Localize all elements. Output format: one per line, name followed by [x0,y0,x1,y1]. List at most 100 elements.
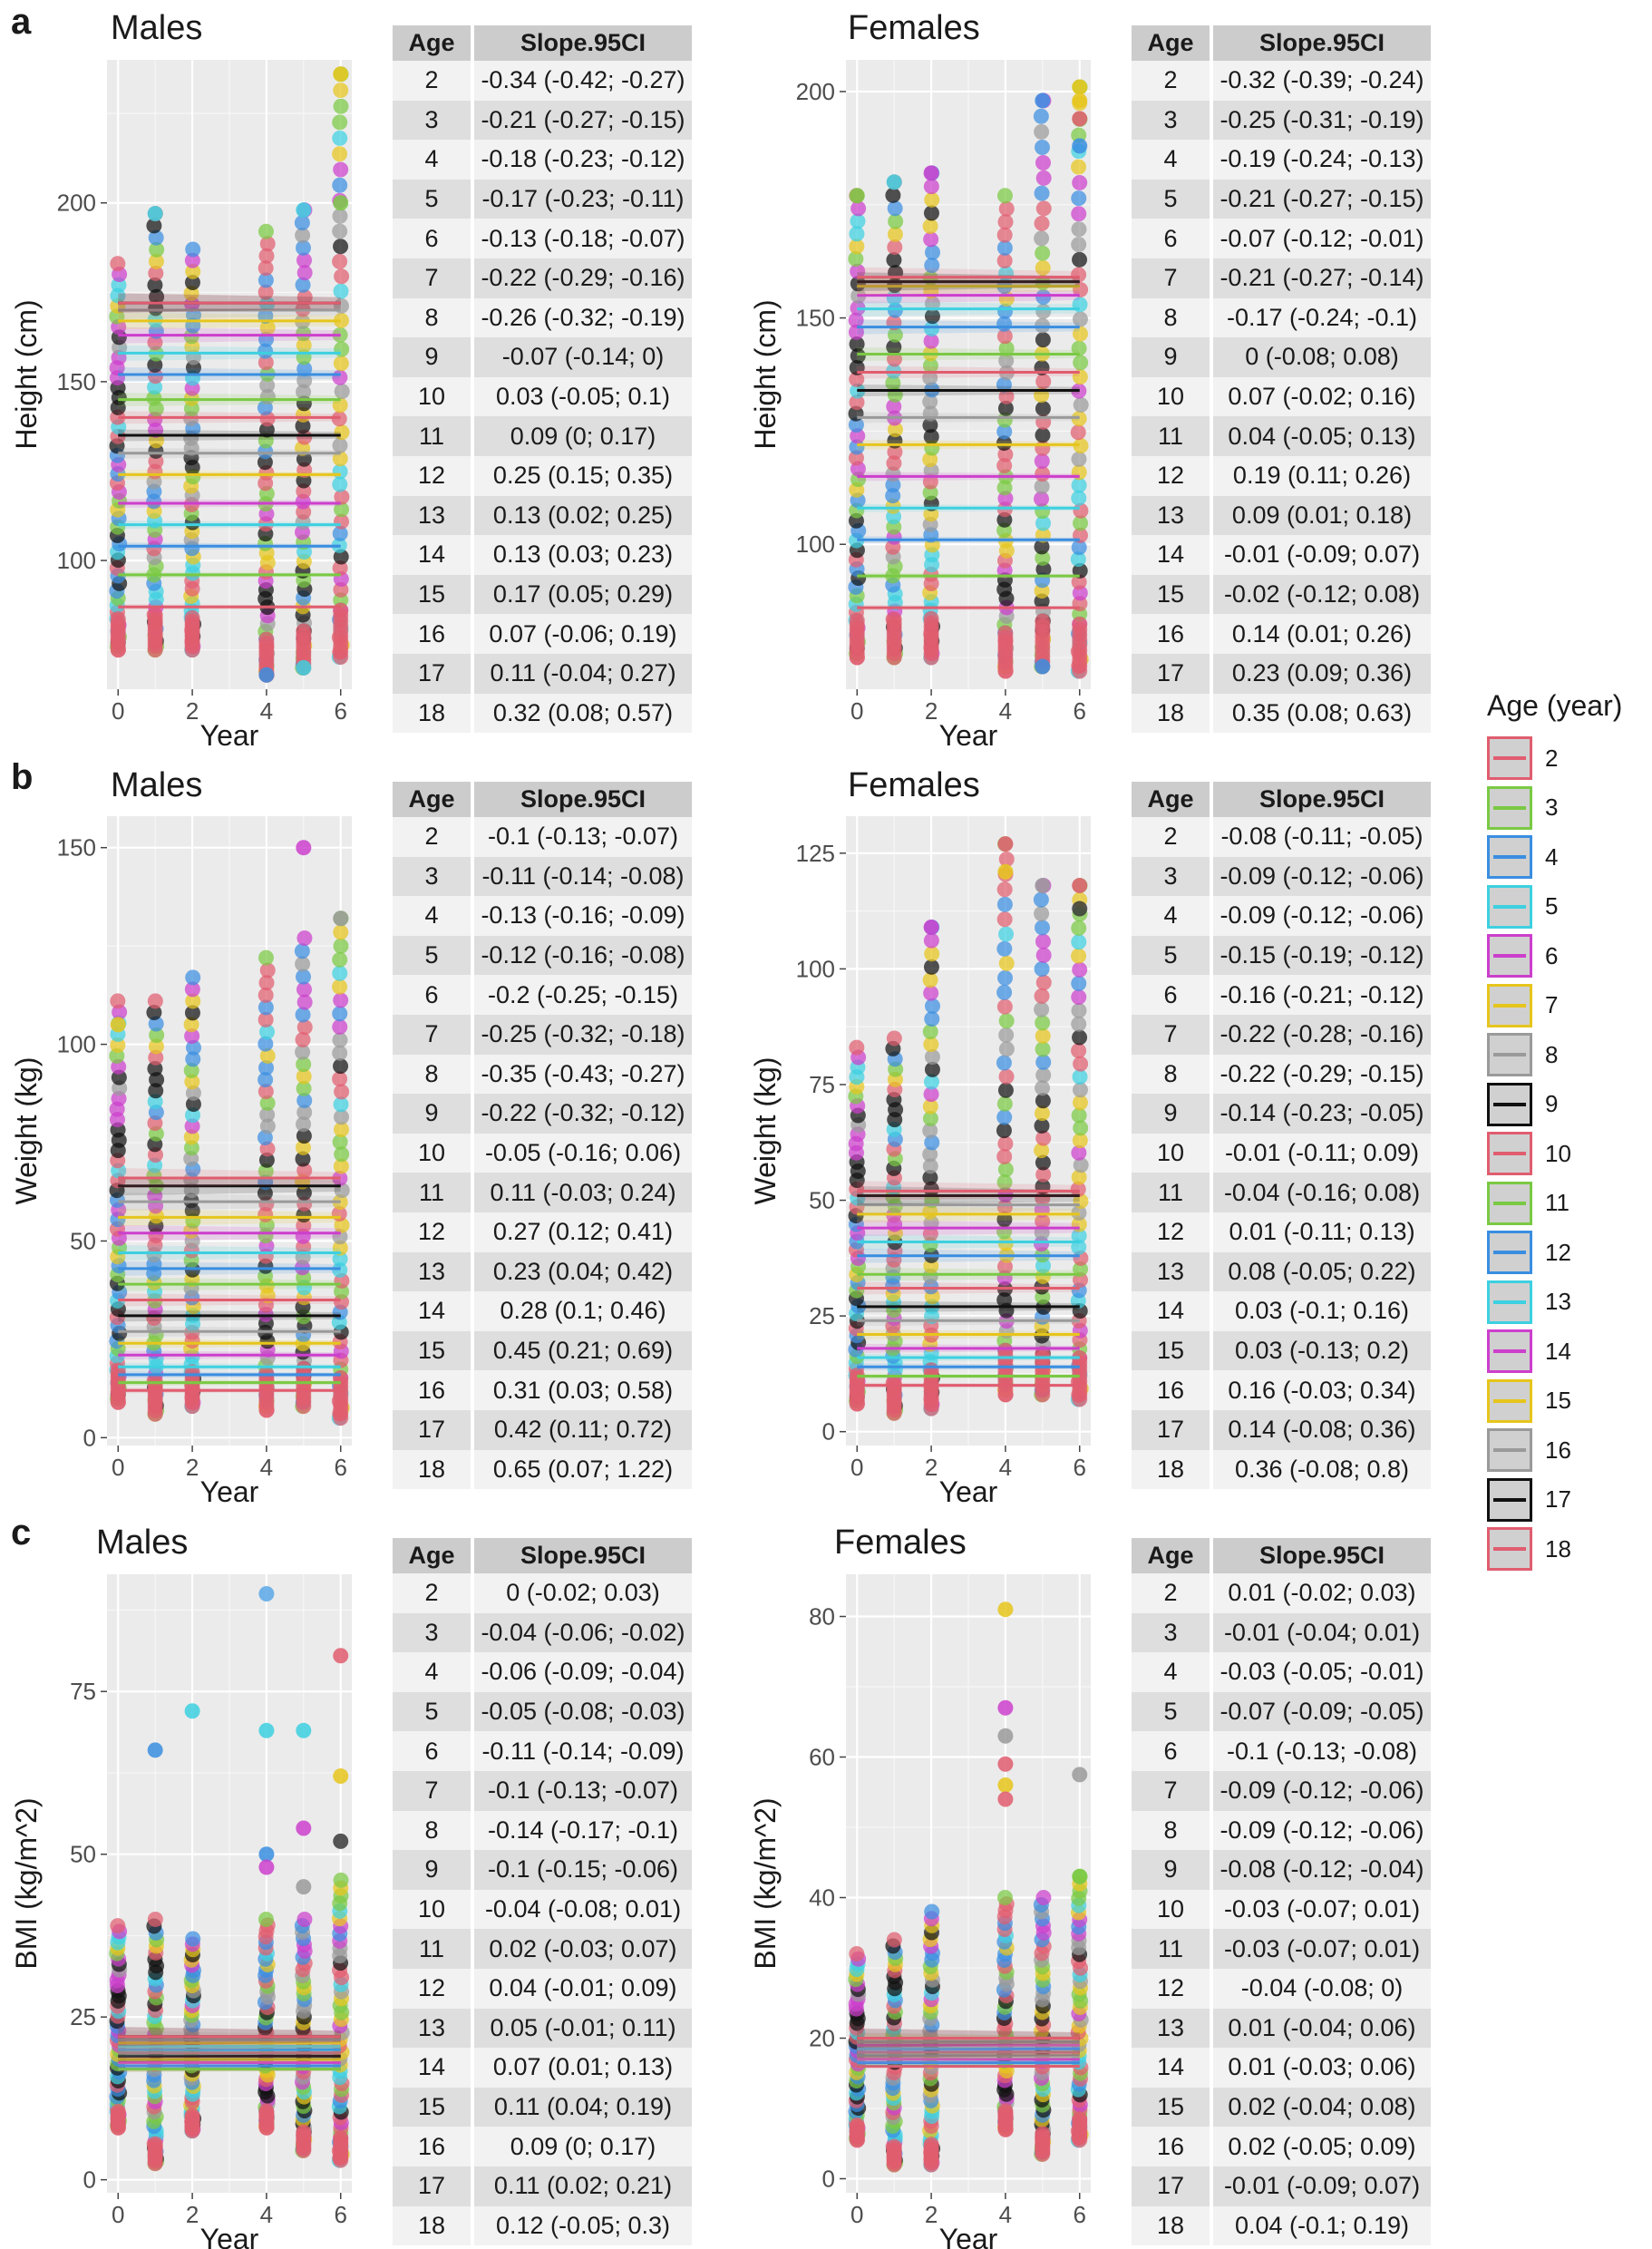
panel-b-males-data-point [332,1251,348,1267]
age-cell: 6 [393,219,474,258]
panel-a-females-x-tick-label: 2 [925,697,938,725]
panel-c-females-y-tick-label: 80 [809,1603,835,1631]
panel-b-females-data-point [1034,906,1050,922]
table-row: 3 -0.11 (-0.14; -0.08) [393,856,692,897]
panel-a-females-data-point [848,312,864,328]
slope-ci-cell: 0.17 (0.05; 0.29) [472,574,692,615]
table-row: 10 -0.05 (-0.16; 0.06) [393,1133,692,1173]
panel-a-females-data-point [997,214,1014,230]
panel-a-males-data-point [295,418,311,434]
panel-b-females-data-point [1071,975,1087,991]
slope-ci-cell: 0.13 (0.03; 0.23) [472,535,692,575]
slope-ci-cell: -0.01 (-0.11; 0.09) [1211,1133,1431,1173]
slope-ci-cell: -0.03 (-0.07; 0.01) [1211,1929,1431,1969]
panel-c-females-x-tick-label: 2 [925,2201,938,2228]
legend-key-swatch [1487,983,1532,1027]
panel-a-males-data-point [333,355,349,372]
table-row: 10 -0.01 (-0.11; 0.09) [1132,1133,1431,1173]
panel-a-females-data-point [1035,259,1051,276]
table-row: 15 0.11 (0.04; 0.19) [393,2087,692,2127]
panel-a-males-data-point [258,260,274,277]
panel-a-females-data-point [849,239,865,255]
panel-a-females-data-point [887,443,903,460]
age-cell: 16 [1132,614,1213,654]
legend-key-line [1493,1201,1526,1205]
panel-b-females-data-point [1072,1133,1088,1149]
panel-b-females-data-point [924,1049,940,1066]
panel-b-females-data-point [849,1039,865,1056]
table-row: 2 -0.32 (-0.39; -0.24) [1132,61,1431,101]
panel-b-females-data-point [1072,1082,1088,1098]
panel-a-females-data-point [1035,288,1052,305]
age-cell: 5 [1132,935,1213,976]
slope-ci-cell: 0.27 (0.12; 0.41) [472,1212,692,1252]
panel-b-males-x-tick-label: 4 [260,1454,273,1481]
legend-item: 6 [1487,931,1622,981]
age-cell: 14 [393,1291,474,1331]
slope-ci-cell: -0.09 (-0.12; -0.06) [1211,856,1431,897]
panel-b-males-data-point [333,1109,349,1125]
legend-label: 12 [1545,1238,1571,1266]
table-row: 8 -0.35 (-0.43; -0.27) [393,1054,692,1095]
slope-ci-cell: 0.05 (-0.01; 0.11) [472,2008,692,2049]
panel-a-females-data-point [922,417,938,433]
panel-a-females-data-point [1035,401,1051,417]
table-row: 7 -0.09 (-0.12; -0.06) [1132,1770,1431,1811]
age-cell: 2 [393,1573,474,1613]
slope-ci-cell: 0.01 (-0.11; 0.13) [1211,1212,1431,1252]
table-row: 18 0.32 (0.08; 0.57) [393,693,692,734]
panel-b-females-data-point [1072,1029,1088,1046]
panel-a-males-data-point [332,146,348,162]
panel-a-males-header-age: Age [393,25,474,61]
slope-ci-cell: 0.65 (0.07; 1.22) [472,1449,692,1490]
panel-b-females-data-point [998,851,1015,867]
panel-a-males-data-point [110,256,126,272]
panel-c-males-data-point [333,1872,349,1888]
legend-label: 2 [1545,744,1559,772]
age-cell: 13 [393,495,474,536]
slope-ci-cell: 0.23 (0.04; 0.42) [472,1251,692,1292]
panel-b-females-data-point [1073,1120,1089,1136]
panel-c-females-header-slope: Slope.95CI [1211,1538,1431,1573]
slope-ci-cell: -0.15 (-0.19; -0.12) [1211,935,1431,976]
panel-a-males-data-point [258,631,275,647]
panel-b-females-data-point [996,1055,1012,1071]
slope-ci-cell: 0.01 (-0.03; 0.06) [1211,2048,1431,2088]
age-cell: 2 [1132,817,1213,857]
panel-a-males-slope-table: Age Slope.95CI 2 -0.34 (-0.42; -0.27) 3 -0.21… [393,25,692,734]
panel-b-females-data-point [1034,1117,1050,1134]
panel-b-females-data-point [996,1259,1013,1275]
panel-a-females-data-point [885,488,901,504]
panel-c-females-data-point [886,1932,902,1948]
panel-a-females-data-point [1071,237,1087,253]
legend-key-swatch [1487,934,1532,978]
table-row: 18 0.04 (-0.1; 0.19) [1132,2205,1431,2246]
panel-c-females-y-tick-label: 60 [809,1744,835,1771]
panel-a-females-data-point [887,239,903,256]
legend-key-line [1493,756,1526,761]
panel-a-males-data-point [147,335,163,351]
age-cell: 16 [1132,2127,1213,2166]
panel-a-females-data-point [1071,190,1087,207]
slope-ci-cell: 0.16 (-0.03; 0.34) [1211,1370,1431,1410]
panel-a-females-data-point [1034,479,1050,495]
age-cell: 4 [393,140,474,180]
panel-a-females-title: Females [848,9,980,47]
panel-a-males-data-point [148,253,164,269]
panel-c-males-y-tick-label: 75 [70,1678,96,1705]
legend-key-line [1493,1053,1526,1057]
legend-title: Age (year) [1487,689,1623,722]
table-row: 10 -0.04 (-0.08; 0.01) [393,1889,692,1930]
table-row: 16 0.16 (-0.03; 0.34) [1132,1370,1431,1410]
legend-label: 17 [1545,1485,1571,1514]
panel-b-females-data-point [1034,988,1050,1004]
panel-a-females-outlier-point [1072,79,1088,95]
panel-b-females-data-point [1071,1107,1087,1124]
age-cell: 18 [1132,693,1213,734]
slope-ci-cell: 0.13 (0.02; 0.25) [472,495,692,536]
panel-b-females-header-slope: Slope.95CI [1211,782,1431,817]
panel-b-males-data-point [296,1019,313,1036]
panel-a-males-x-tick-label: 4 [260,697,273,725]
table-row: 6 -0.07 (-0.12; -0.01) [1132,219,1431,258]
panel-a-females-data-point [996,188,1013,204]
